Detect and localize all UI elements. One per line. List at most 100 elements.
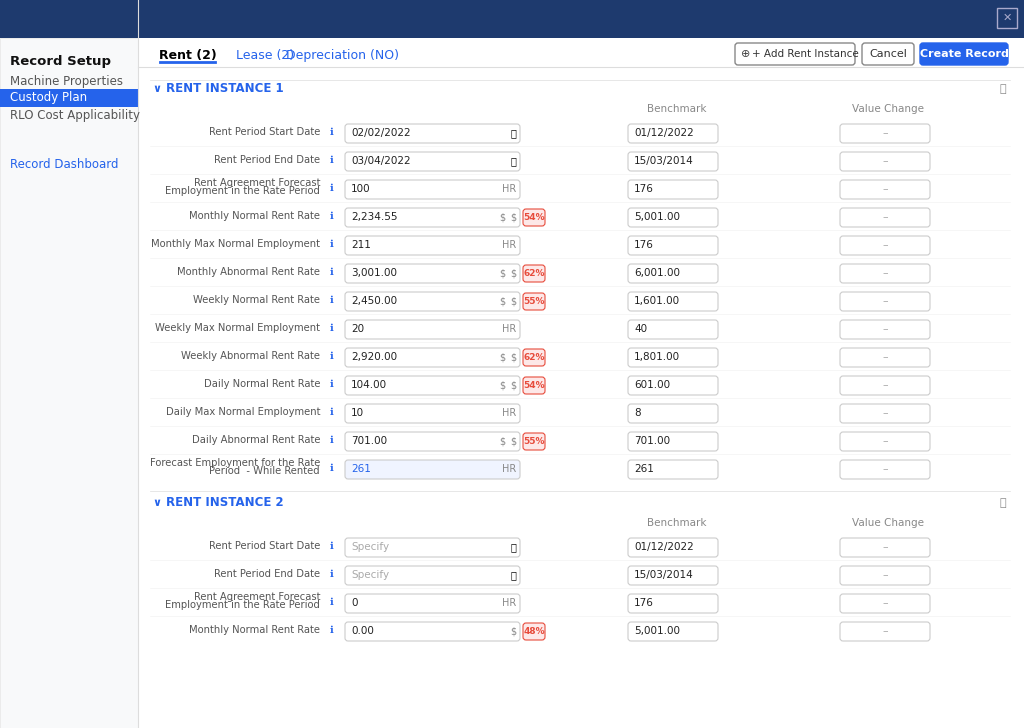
Text: 48%: 48% xyxy=(523,627,545,636)
Text: 176: 176 xyxy=(634,598,654,608)
Text: Record Setup: Record Setup xyxy=(10,55,111,68)
FancyBboxPatch shape xyxy=(345,404,520,423)
FancyBboxPatch shape xyxy=(840,594,930,613)
Bar xyxy=(0,89,138,107)
Text: 104.00: 104.00 xyxy=(351,380,387,390)
Text: –: – xyxy=(883,184,888,194)
Text: HR: HR xyxy=(502,464,516,474)
FancyBboxPatch shape xyxy=(840,376,930,395)
FancyBboxPatch shape xyxy=(628,460,718,479)
Text: 1,801.00: 1,801.00 xyxy=(634,352,680,362)
Text: ℹ: ℹ xyxy=(330,155,334,165)
Text: 🗑: 🗑 xyxy=(999,84,1007,94)
Text: HR: HR xyxy=(502,324,516,334)
Text: ℹ: ℹ xyxy=(330,183,334,193)
Text: 0: 0 xyxy=(351,598,357,608)
Text: Value Change: Value Change xyxy=(852,104,924,114)
Text: 03/04/2022: 03/04/2022 xyxy=(351,156,411,166)
Text: Create Record: Create Record xyxy=(920,49,1009,59)
Text: –: – xyxy=(883,296,888,306)
Text: $: $ xyxy=(510,380,516,390)
Text: ∨: ∨ xyxy=(152,498,161,508)
FancyBboxPatch shape xyxy=(345,622,520,641)
Text: $: $ xyxy=(510,212,516,222)
Text: 0.00: 0.00 xyxy=(351,626,374,636)
Text: 15/03/2014: 15/03/2014 xyxy=(634,156,693,166)
Text: ℹ: ℹ xyxy=(330,239,334,249)
Text: Value Change: Value Change xyxy=(852,518,924,528)
Text: Daily Max Normal Employment: Daily Max Normal Employment xyxy=(166,407,319,417)
Text: 01/12/2022: 01/12/2022 xyxy=(634,542,693,552)
FancyBboxPatch shape xyxy=(840,180,930,199)
Text: Rent Agreement Forecast: Rent Agreement Forecast xyxy=(194,592,319,602)
FancyBboxPatch shape xyxy=(523,209,545,226)
Text: 5,001.00: 5,001.00 xyxy=(634,212,680,222)
Text: 📅: 📅 xyxy=(510,570,516,580)
Text: Monthly Max Normal Employment: Monthly Max Normal Employment xyxy=(151,239,319,249)
Text: 2,450.00: 2,450.00 xyxy=(351,296,397,306)
Text: ℹ: ℹ xyxy=(330,625,334,635)
FancyBboxPatch shape xyxy=(628,236,718,255)
Text: $: $ xyxy=(510,436,516,446)
FancyBboxPatch shape xyxy=(840,152,930,171)
FancyBboxPatch shape xyxy=(628,566,718,585)
Text: –: – xyxy=(883,408,888,418)
Text: $: $ xyxy=(499,212,505,222)
FancyBboxPatch shape xyxy=(628,320,718,339)
Text: Specify: Specify xyxy=(351,542,389,552)
FancyBboxPatch shape xyxy=(628,180,718,199)
Text: Rent Period Start Date: Rent Period Start Date xyxy=(209,127,319,137)
Text: Weekly Normal Rent Rate: Weekly Normal Rent Rate xyxy=(193,295,319,305)
FancyBboxPatch shape xyxy=(628,292,718,311)
FancyBboxPatch shape xyxy=(345,460,520,479)
Text: Record Dashboard: Record Dashboard xyxy=(10,159,119,172)
Text: 701.00: 701.00 xyxy=(634,436,670,446)
FancyBboxPatch shape xyxy=(345,292,520,311)
Text: 2,920.00: 2,920.00 xyxy=(351,352,397,362)
Text: –: – xyxy=(883,128,888,138)
Text: –: – xyxy=(883,324,888,334)
FancyBboxPatch shape xyxy=(523,377,545,394)
Text: –: – xyxy=(883,598,888,608)
FancyBboxPatch shape xyxy=(628,432,718,451)
Text: $: $ xyxy=(510,352,516,362)
FancyBboxPatch shape xyxy=(523,265,545,282)
FancyBboxPatch shape xyxy=(628,594,718,613)
FancyBboxPatch shape xyxy=(840,566,930,585)
Text: Lease (2): Lease (2) xyxy=(236,49,294,61)
Text: 54%: 54% xyxy=(523,213,545,221)
Text: 40: 40 xyxy=(634,324,647,334)
Text: Rent Period End Date: Rent Period End Date xyxy=(214,155,319,165)
Text: –: – xyxy=(883,240,888,250)
Text: –: – xyxy=(883,626,888,636)
Text: ℹ: ℹ xyxy=(330,267,334,277)
FancyBboxPatch shape xyxy=(840,264,930,283)
FancyBboxPatch shape xyxy=(862,43,914,65)
FancyBboxPatch shape xyxy=(628,376,718,395)
Text: 211: 211 xyxy=(351,240,371,250)
Text: ℹ: ℹ xyxy=(330,295,334,305)
FancyBboxPatch shape xyxy=(840,320,930,339)
FancyBboxPatch shape xyxy=(345,152,520,171)
Text: 01/12/2022: 01/12/2022 xyxy=(634,128,693,138)
FancyBboxPatch shape xyxy=(628,124,718,143)
FancyBboxPatch shape xyxy=(840,538,930,557)
Text: $: $ xyxy=(510,626,516,636)
FancyBboxPatch shape xyxy=(840,622,930,641)
Text: HR: HR xyxy=(502,598,516,608)
Text: 176: 176 xyxy=(634,184,654,194)
FancyBboxPatch shape xyxy=(628,348,718,367)
Text: 3,001.00: 3,001.00 xyxy=(351,268,397,278)
Text: Benchmark: Benchmark xyxy=(647,518,707,528)
Text: Weekly Abnormal Rent Rate: Weekly Abnormal Rent Rate xyxy=(181,351,319,361)
Text: 54%: 54% xyxy=(523,381,545,389)
Text: Monthly Abnormal Rent Rate: Monthly Abnormal Rent Rate xyxy=(177,267,319,277)
FancyBboxPatch shape xyxy=(628,264,718,283)
Text: ℹ: ℹ xyxy=(330,127,334,137)
FancyBboxPatch shape xyxy=(345,124,520,143)
Text: –: – xyxy=(883,352,888,362)
Text: Forecast Employment for the Rate: Forecast Employment for the Rate xyxy=(150,458,319,468)
Text: ℹ: ℹ xyxy=(330,541,334,551)
FancyBboxPatch shape xyxy=(345,594,520,613)
Text: 10: 10 xyxy=(351,408,365,418)
